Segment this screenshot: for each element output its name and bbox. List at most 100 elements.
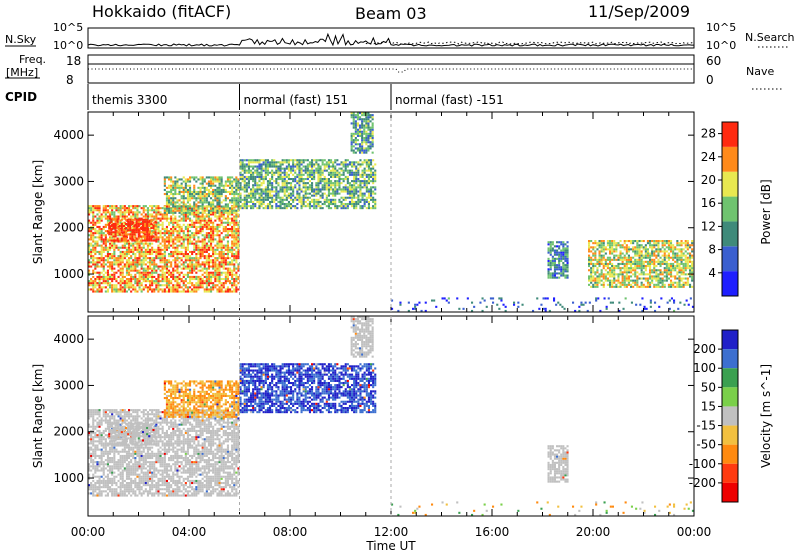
power-echo-cell: [367, 114, 370, 117]
power-echo-cell: [159, 259, 162, 262]
power-echo-cell: [619, 271, 622, 274]
power-echo-cell: [193, 197, 196, 200]
power-echo-cell: [154, 225, 157, 228]
power-echo-cell: [205, 195, 208, 198]
power-echo-cell: [130, 205, 133, 208]
power-echo-cell: [306, 165, 309, 168]
power-echo-cell: [651, 248, 654, 251]
power-echo-cell: [125, 290, 128, 293]
power-echo-cell: [325, 169, 328, 172]
power-echo-cell: [258, 207, 261, 210]
power-echo-cell: [207, 280, 210, 283]
power-echo-cell: [132, 244, 135, 247]
power-echo-cell: [325, 198, 328, 201]
power-echo-cell: [151, 207, 154, 210]
power-echo-cell: [353, 184, 356, 187]
power-echo-cell: [252, 178, 255, 181]
power-echo-cell: [182, 197, 185, 200]
power-echo-cell: [149, 253, 152, 256]
power-echo-cell: [562, 268, 565, 271]
power-echo-cell: [111, 213, 114, 216]
power-echo-cell: [317, 203, 320, 206]
power-echo-cell: [277, 200, 280, 203]
power-echo-cell: [661, 260, 664, 263]
power-echo-cell: [351, 186, 354, 189]
power-echo-cell: [317, 186, 320, 189]
power-echo-cell: [224, 205, 227, 208]
power-echo-cell: [235, 242, 238, 245]
power-echo-cell: [239, 186, 242, 189]
power-echo-cell: [186, 197, 189, 200]
power-echo-cell: [170, 228, 173, 231]
power-echo-cell: [152, 231, 155, 234]
power-echo-cell: [104, 275, 107, 278]
power-echo-cell: [151, 282, 154, 285]
power-echo-cell: [205, 242, 208, 245]
power-echo-cell: [636, 271, 639, 274]
power-echo-cell: [104, 248, 107, 251]
power-echo-cell: [367, 122, 370, 125]
power-echo-cell: [125, 282, 128, 285]
power-echo-cell: [201, 284, 204, 287]
power-echo-cell: [102, 215, 105, 218]
power-echo-cell: [201, 273, 204, 276]
power-echo-cell: [590, 250, 593, 253]
power-echo-cell: [212, 221, 215, 224]
power-echo-cell: [367, 132, 370, 135]
power-echo-cell: [180, 280, 183, 283]
power-echo-cell: [357, 184, 360, 187]
power-echo-cell: [133, 227, 136, 230]
power-echo-cell: [231, 230, 234, 233]
power-echo-cell: [111, 207, 114, 210]
power-echo-cell: [116, 227, 119, 230]
power-echo-cell: [125, 255, 128, 258]
power-echo-cell: [308, 180, 311, 183]
power-echo-cell: [168, 236, 171, 239]
power-echo-cell: [102, 205, 105, 208]
power-echo-cell: [182, 255, 185, 258]
power-echo-cell: [144, 205, 147, 208]
power-echo-cell: [191, 275, 194, 278]
power-echo-cell: [106, 209, 109, 212]
power-echo-cell: [151, 269, 154, 272]
power-echo-cell: [170, 261, 173, 264]
power-echo-cell: [336, 163, 339, 166]
power-echo-cell: [184, 255, 187, 258]
power-echo-cell: [344, 184, 347, 187]
power-echo-cell: [308, 171, 311, 174]
power-echo-cell: [226, 250, 229, 253]
power-echo-cell: [118, 231, 121, 234]
power-echo-cell: [220, 182, 223, 185]
power-echo-cell: [363, 112, 366, 115]
power-echo-cell: [214, 176, 217, 179]
power-echo-cell: [363, 180, 366, 183]
power-echo-cell: [332, 161, 335, 164]
cpid-row: themis 3300 normal (fast) 151 normal (fa…: [92, 84, 504, 110]
power-echo-cell: [361, 120, 364, 123]
power-echo-cell: [106, 221, 109, 224]
power-echo-cell: [212, 246, 215, 249]
power-echo-cell: [371, 128, 374, 131]
power-echo-cell: [352, 139, 355, 142]
power-echo-cell: [321, 184, 324, 187]
power-echo-cell: [233, 225, 236, 228]
power-echo-cell: [636, 265, 639, 268]
power-echo-cell: [588, 250, 591, 253]
power-echo-cell: [644, 285, 647, 288]
power-echo-cell: [123, 257, 126, 260]
power-echo-cell: [159, 223, 162, 226]
power-echo-cell: [106, 265, 109, 268]
power-echo-cell: [659, 250, 662, 253]
power-echo-cell: [199, 246, 202, 249]
nsky-label: N.Sky: [5, 33, 37, 46]
power-echo-cell: [363, 118, 366, 121]
power-echo-cell: [128, 217, 131, 220]
power-echo-cell: [374, 186, 377, 189]
power-echo-cell: [365, 184, 368, 187]
power-echo-cell: [596, 271, 599, 274]
power-echo-cell: [96, 240, 99, 243]
power-echo-cell: [197, 259, 200, 262]
power-echo-cell: [191, 290, 194, 293]
power-echo-cell: [594, 279, 597, 282]
power-echo-cell: [138, 211, 141, 214]
